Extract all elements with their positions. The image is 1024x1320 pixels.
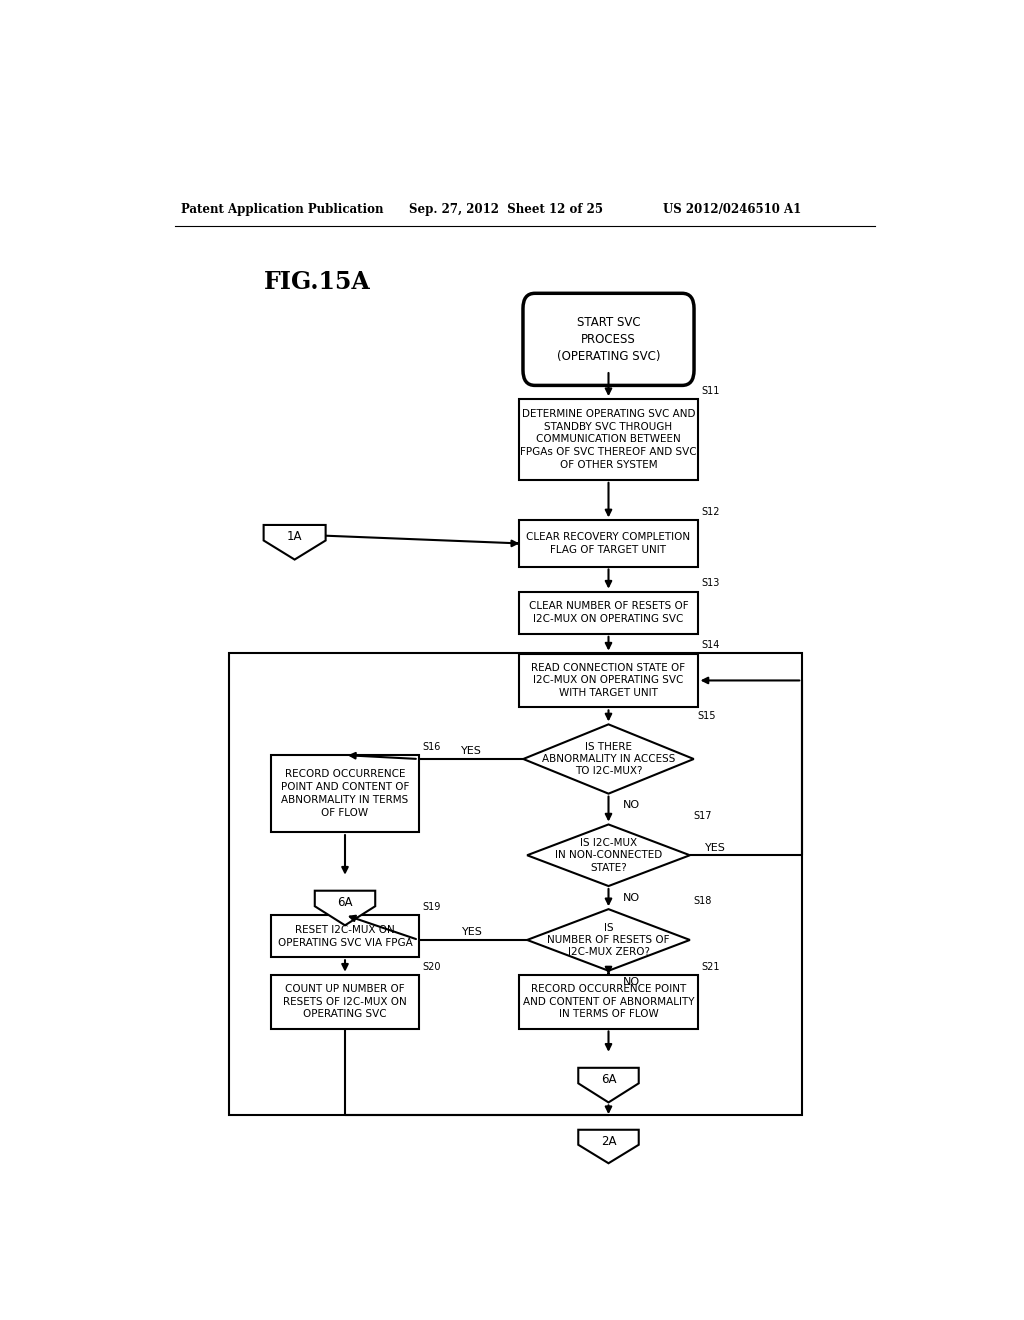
Text: Sep. 27, 2012  Sheet 12 of 25: Sep. 27, 2012 Sheet 12 of 25 xyxy=(409,203,602,216)
Polygon shape xyxy=(523,725,693,793)
Text: NO: NO xyxy=(623,892,640,903)
Text: RECORD OCCURRENCE POINT
AND CONTENT OF ABNORMALITY
IN TERMS OF FLOW: RECORD OCCURRENCE POINT AND CONTENT OF A… xyxy=(522,983,694,1019)
Polygon shape xyxy=(579,1068,639,1102)
Text: S16: S16 xyxy=(423,742,441,752)
FancyBboxPatch shape xyxy=(523,293,694,385)
Bar xyxy=(271,915,419,957)
Text: S18: S18 xyxy=(694,896,713,906)
Bar xyxy=(271,755,419,832)
Text: S21: S21 xyxy=(701,961,720,972)
Bar xyxy=(519,591,697,634)
Text: S14: S14 xyxy=(701,640,720,651)
Text: Patent Application Publication: Patent Application Publication xyxy=(180,203,383,216)
Text: COUNT UP NUMBER OF
RESETS OF I2C-MUX ON
OPERATING SVC: COUNT UP NUMBER OF RESETS OF I2C-MUX ON … xyxy=(283,983,407,1019)
Text: YES: YES xyxy=(461,746,481,756)
Polygon shape xyxy=(579,1130,639,1163)
Text: YES: YES xyxy=(706,842,726,853)
Polygon shape xyxy=(263,525,326,560)
Text: US 2012/0246510 A1: US 2012/0246510 A1 xyxy=(663,203,801,216)
Text: S11: S11 xyxy=(701,385,720,396)
Text: CLEAR NUMBER OF RESETS OF
I2C-MUX ON OPERATING SVC: CLEAR NUMBER OF RESETS OF I2C-MUX ON OPE… xyxy=(528,602,688,624)
Text: YES: YES xyxy=(463,927,483,937)
Text: S19: S19 xyxy=(423,902,441,912)
Text: START SVC
PROCESS
(OPERATING SVC): START SVC PROCESS (OPERATING SVC) xyxy=(557,315,660,363)
Text: 2A: 2A xyxy=(601,1135,616,1148)
Bar xyxy=(519,399,697,480)
Text: NO: NO xyxy=(623,977,640,987)
Text: S20: S20 xyxy=(423,961,441,972)
Polygon shape xyxy=(527,909,690,970)
Text: IS
NUMBER OF RESETS OF
I2C-MUX ZERO?: IS NUMBER OF RESETS OF I2C-MUX ZERO? xyxy=(547,923,670,957)
Bar xyxy=(228,653,802,1114)
Text: IS I2C-MUX
IN NON-CONNECTED
STATE?: IS I2C-MUX IN NON-CONNECTED STATE? xyxy=(555,838,663,873)
Bar xyxy=(519,520,697,566)
Bar xyxy=(271,974,419,1028)
Text: 1A: 1A xyxy=(287,531,302,544)
Text: DETERMINE OPERATING SVC AND
STANDBY SVC THROUGH
COMMUNICATION BETWEEN
FPGAs OF S: DETERMINE OPERATING SVC AND STANDBY SVC … xyxy=(520,409,696,470)
Text: NO: NO xyxy=(623,800,640,810)
Text: 6A: 6A xyxy=(601,1073,616,1086)
Text: S13: S13 xyxy=(701,578,720,589)
Text: S15: S15 xyxy=(697,711,716,721)
Text: S17: S17 xyxy=(694,812,713,821)
Text: S12: S12 xyxy=(701,507,720,517)
Text: IS THERE
ABNORMALITY IN ACCESS
TO I2C-MUX?: IS THERE ABNORMALITY IN ACCESS TO I2C-MU… xyxy=(542,742,675,776)
Text: READ CONNECTION STATE OF
I2C-MUX ON OPERATING SVC
WITH TARGET UNIT: READ CONNECTION STATE OF I2C-MUX ON OPER… xyxy=(531,663,685,698)
Polygon shape xyxy=(314,891,375,925)
Text: RESET I2C-MUX ON
OPERATING SVC VIA FPGA: RESET I2C-MUX ON OPERATING SVC VIA FPGA xyxy=(278,925,413,948)
Bar xyxy=(519,653,697,708)
Text: RECORD OCCURRENCE
POINT AND CONTENT OF
ABNORMALITY IN TERMS
OF FLOW: RECORD OCCURRENCE POINT AND CONTENT OF A… xyxy=(281,770,410,818)
Text: FIG.15A: FIG.15A xyxy=(263,269,371,293)
Polygon shape xyxy=(527,825,690,886)
Text: 6A: 6A xyxy=(337,896,352,909)
Text: CLEAR RECOVERY COMPLETION
FLAG OF TARGET UNIT: CLEAR RECOVERY COMPLETION FLAG OF TARGET… xyxy=(526,532,690,554)
Bar xyxy=(519,974,697,1028)
